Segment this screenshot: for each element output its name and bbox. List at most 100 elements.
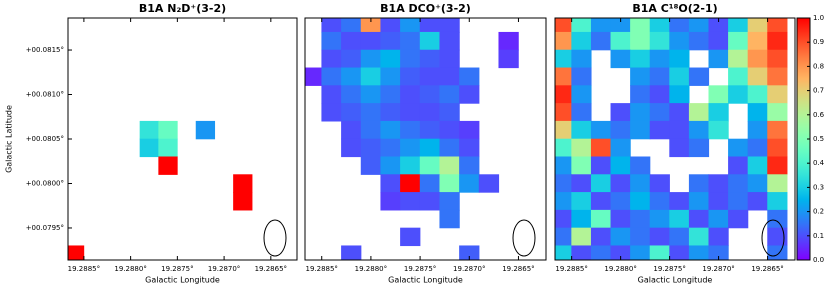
heatmap-cell xyxy=(360,67,382,86)
heatmap-cell xyxy=(610,156,631,175)
heatmap-cell xyxy=(708,174,729,193)
heatmap-cell xyxy=(555,31,572,51)
heatmap-cell xyxy=(571,67,592,86)
heatmap-cell xyxy=(233,192,253,211)
chart-title: B1A DCO⁺(3-2) xyxy=(380,2,471,15)
heatmap-cell xyxy=(555,245,572,260)
heatmap-cell xyxy=(630,85,651,104)
heatmap-cell xyxy=(360,156,382,175)
heatmap-cell xyxy=(708,31,729,51)
heatmap-cell xyxy=(419,85,441,104)
colorbar-tick-label: 0.4 xyxy=(813,159,825,167)
heatmap-cell xyxy=(649,227,670,247)
heatmap-cell xyxy=(649,31,670,51)
heatmap-cell xyxy=(571,227,592,247)
x-tick-label: 19.2880° xyxy=(114,265,146,273)
heatmap-cell xyxy=(400,174,421,193)
heatmap-cell xyxy=(380,120,401,140)
heatmap-cell xyxy=(380,138,401,158)
heatmap-cell xyxy=(400,103,421,122)
heatmap-cell xyxy=(630,67,651,86)
heatmap-cell xyxy=(708,192,729,211)
heatmap-cell xyxy=(380,31,401,51)
heatmap-cell xyxy=(571,245,592,260)
heatmap-cell xyxy=(610,138,631,158)
heatmap-cell xyxy=(728,192,749,211)
colorbar-tick-label: 0.5 xyxy=(813,135,824,143)
heatmap-cell xyxy=(610,209,631,229)
heatmap-cell xyxy=(195,120,216,140)
heatmap-cells xyxy=(555,18,788,260)
heatmap-cell xyxy=(341,138,362,158)
heatmap-cell xyxy=(747,103,768,122)
heatmap-cell xyxy=(708,49,729,69)
heatmap-cell xyxy=(649,120,670,140)
heatmap-cell xyxy=(571,138,592,158)
heatmap-cell xyxy=(571,85,592,104)
heatmap-cell xyxy=(341,120,362,140)
heatmap-cell xyxy=(459,174,480,193)
heatmap-cell xyxy=(728,85,749,104)
heatmap-cell xyxy=(360,138,382,158)
heatmap-cell xyxy=(708,209,729,229)
x-tick-label: 19.2885° xyxy=(305,265,337,273)
heatmap-cell xyxy=(419,174,441,193)
heatmap-cell xyxy=(360,120,382,140)
heatmap-cell xyxy=(321,18,342,33)
heatmap-cell xyxy=(630,192,651,211)
heatmap-cell xyxy=(747,85,768,104)
heatmap-cell xyxy=(571,49,592,69)
heatmap-cell xyxy=(747,174,768,193)
heatmap-cell xyxy=(321,85,342,104)
heatmap-cell xyxy=(649,209,670,229)
y-tick-label: +00.0815° xyxy=(26,46,64,54)
heatmap-cell xyxy=(571,174,592,193)
heatmap-cell xyxy=(341,245,362,260)
heatmap-cell xyxy=(419,18,441,33)
heatmap-cell xyxy=(669,49,690,69)
heatmap-cell xyxy=(767,85,788,104)
heatmap-cell xyxy=(380,85,401,104)
heatmap-cell xyxy=(767,49,788,69)
heatmap-cell xyxy=(610,192,631,211)
heatmap-cell xyxy=(708,227,729,247)
heatmap-cell xyxy=(498,31,519,51)
heatmap-cell xyxy=(419,103,441,122)
heatmap-cell xyxy=(688,192,710,211)
heatmap-cell xyxy=(688,31,710,51)
heatmap-cell xyxy=(419,67,441,86)
heatmap-cell xyxy=(590,156,612,175)
heatmap-cell xyxy=(555,67,572,86)
heatmap-cell xyxy=(555,174,572,193)
heatmap-cell xyxy=(747,192,768,211)
heatmap-cell xyxy=(341,31,362,51)
heatmap-cell xyxy=(610,174,631,193)
heatmap-cell xyxy=(439,18,460,33)
heatmap-cell xyxy=(380,49,401,69)
heatmap-cell xyxy=(630,174,651,193)
heatmap-cell xyxy=(630,18,651,33)
heatmap-cell xyxy=(630,245,651,260)
heatmap-cell xyxy=(419,120,441,140)
heatmap-cell xyxy=(590,174,612,193)
heatmap-cell xyxy=(747,138,768,158)
heatmap-cell xyxy=(400,192,421,211)
heatmap-cell xyxy=(688,138,710,158)
x-tick-label: 19.2885° xyxy=(68,265,100,273)
heatmap-cell xyxy=(630,156,651,175)
heatmap-cell xyxy=(767,120,788,140)
heatmap-cell xyxy=(360,85,382,104)
heatmap-cell xyxy=(610,245,631,260)
heatmap-cell xyxy=(459,138,480,158)
heatmap-cell xyxy=(555,49,572,69)
heatmap-cell xyxy=(649,245,670,260)
heatmap-cell xyxy=(590,209,612,229)
heatmap-cell xyxy=(669,120,690,140)
heatmap-cell xyxy=(380,192,401,211)
heatmap-cell xyxy=(728,174,749,193)
heatmap-cell xyxy=(400,138,421,158)
heatmap-cell xyxy=(233,174,253,193)
heatmap-cell xyxy=(767,209,788,229)
heatmap-cell xyxy=(400,120,421,140)
heatmap-cell xyxy=(341,103,362,122)
